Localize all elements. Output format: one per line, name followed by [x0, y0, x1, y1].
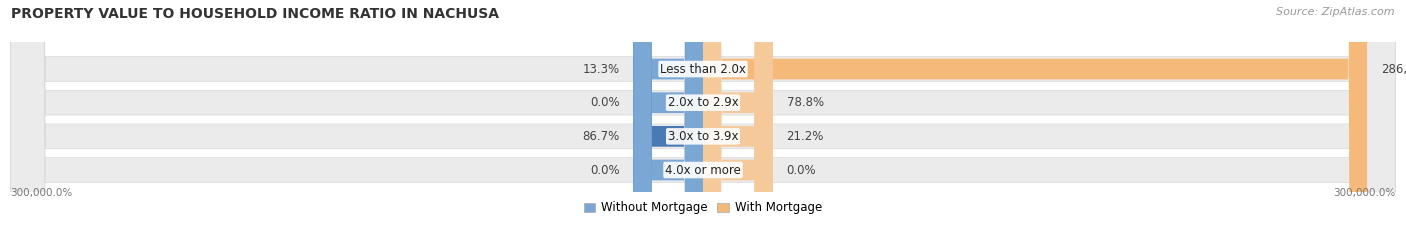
Text: 86.7%: 86.7% — [582, 130, 620, 143]
Text: 3.0x to 3.9x: 3.0x to 3.9x — [668, 130, 738, 143]
Text: 300,000.0%: 300,000.0% — [1333, 187, 1396, 197]
FancyBboxPatch shape — [703, 0, 1367, 234]
FancyBboxPatch shape — [703, 0, 773, 234]
FancyBboxPatch shape — [633, 0, 703, 234]
FancyBboxPatch shape — [10, 0, 1396, 234]
Text: Less than 2.0x: Less than 2.0x — [659, 62, 747, 76]
Text: 0.0%: 0.0% — [591, 164, 620, 176]
FancyBboxPatch shape — [10, 0, 1396, 234]
Text: 78.8%: 78.8% — [786, 96, 824, 109]
Text: PROPERTY VALUE TO HOUSEHOLD INCOME RATIO IN NACHUSA: PROPERTY VALUE TO HOUSEHOLD INCOME RATIO… — [11, 7, 499, 21]
Text: Source: ZipAtlas.com: Source: ZipAtlas.com — [1277, 7, 1395, 17]
Text: 300,000.0%: 300,000.0% — [10, 187, 73, 197]
FancyBboxPatch shape — [10, 0, 1396, 234]
Text: 4.0x or more: 4.0x or more — [665, 164, 741, 176]
Text: 286,254.6%: 286,254.6% — [1381, 62, 1406, 76]
Text: 0.0%: 0.0% — [591, 96, 620, 109]
Text: 21.2%: 21.2% — [786, 130, 824, 143]
FancyBboxPatch shape — [703, 0, 773, 234]
Text: 0.0%: 0.0% — [786, 164, 815, 176]
Legend: Without Mortgage, With Mortgage: Without Mortgage, With Mortgage — [579, 197, 827, 219]
FancyBboxPatch shape — [633, 0, 703, 234]
Text: 2.0x to 2.9x: 2.0x to 2.9x — [668, 96, 738, 109]
FancyBboxPatch shape — [10, 0, 1396, 234]
Text: 13.3%: 13.3% — [582, 62, 620, 76]
FancyBboxPatch shape — [633, 0, 703, 234]
FancyBboxPatch shape — [633, 0, 703, 234]
FancyBboxPatch shape — [703, 0, 773, 234]
